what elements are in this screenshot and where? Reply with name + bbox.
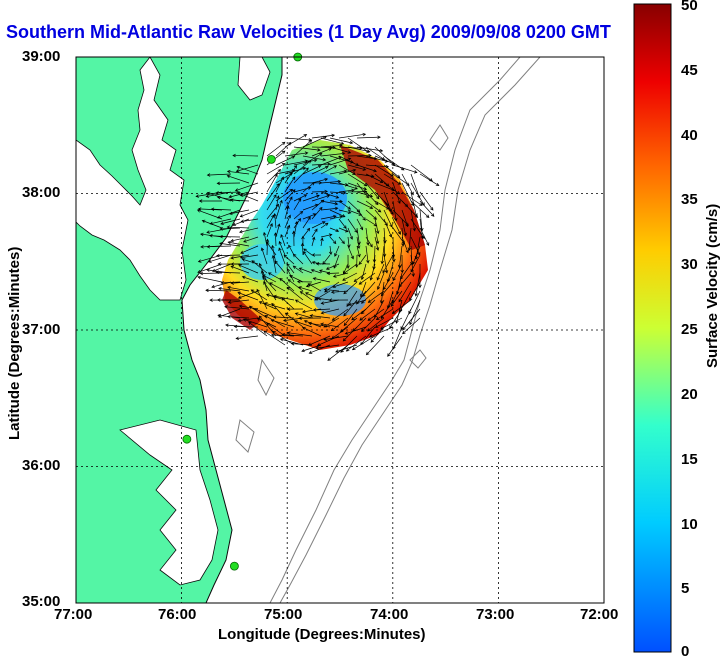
cb-tick-0: 0 (681, 643, 690, 660)
cb-tick-5: 5 (681, 580, 690, 597)
velocity-field (222, 140, 428, 350)
cb-tick-40: 40 (681, 127, 698, 144)
x-tick-5: 73:00 (476, 606, 515, 623)
bathymetry-contours (235, 57, 541, 603)
cb-tick-15: 15 (681, 451, 698, 468)
x-tick-3: 75:00 (264, 606, 303, 623)
y-tick-2: 38:00 (22, 184, 61, 201)
colorbar-label: Surface Velocity (cm/s) (704, 203, 721, 368)
x-tick-4: 74:00 (370, 606, 409, 623)
pamlico-sound (119, 419, 219, 586)
cb-tick-50: 50 (681, 0, 698, 14)
radar-stations (182, 52, 303, 571)
cb-tick-20: 20 (681, 386, 698, 403)
y-axis-label: Latitude (Degrees:Minutes) (6, 246, 23, 440)
y-tick-1: 39:00 (22, 48, 61, 65)
delaware-bay (237, 57, 271, 101)
map-title: Southern Mid-Atlantic Raw Velocities (1 … (6, 22, 611, 42)
x-tick-2: 76:00 (158, 606, 197, 623)
y-tick-4: 36:00 (22, 457, 61, 474)
x-tick-6: 72:00 (580, 606, 619, 623)
radar-station-2 (266, 154, 276, 164)
velocity-vectors (195, 132, 440, 361)
y-tick-3: 37:00 (22, 321, 61, 338)
x-tick-1: 77:00 (54, 606, 93, 623)
radar-station-4 (229, 561, 239, 571)
colorbar (633, 3, 672, 653)
cb-tick-25: 25 (681, 321, 698, 338)
y-tick-5: 35:00 (22, 593, 61, 610)
radar-station-3 (182, 434, 192, 444)
cb-tick-35: 35 (681, 191, 698, 208)
chesapeake-bay (76, 57, 189, 301)
cb-tick-30: 30 (681, 256, 698, 273)
cb-tick-45: 45 (681, 62, 698, 79)
x-axis-label: Longitude (Degrees:Minutes) (218, 626, 426, 643)
map-grid (76, 57, 604, 603)
cb-tick-10: 10 (681, 516, 698, 533)
plot-frame (75, 56, 605, 604)
